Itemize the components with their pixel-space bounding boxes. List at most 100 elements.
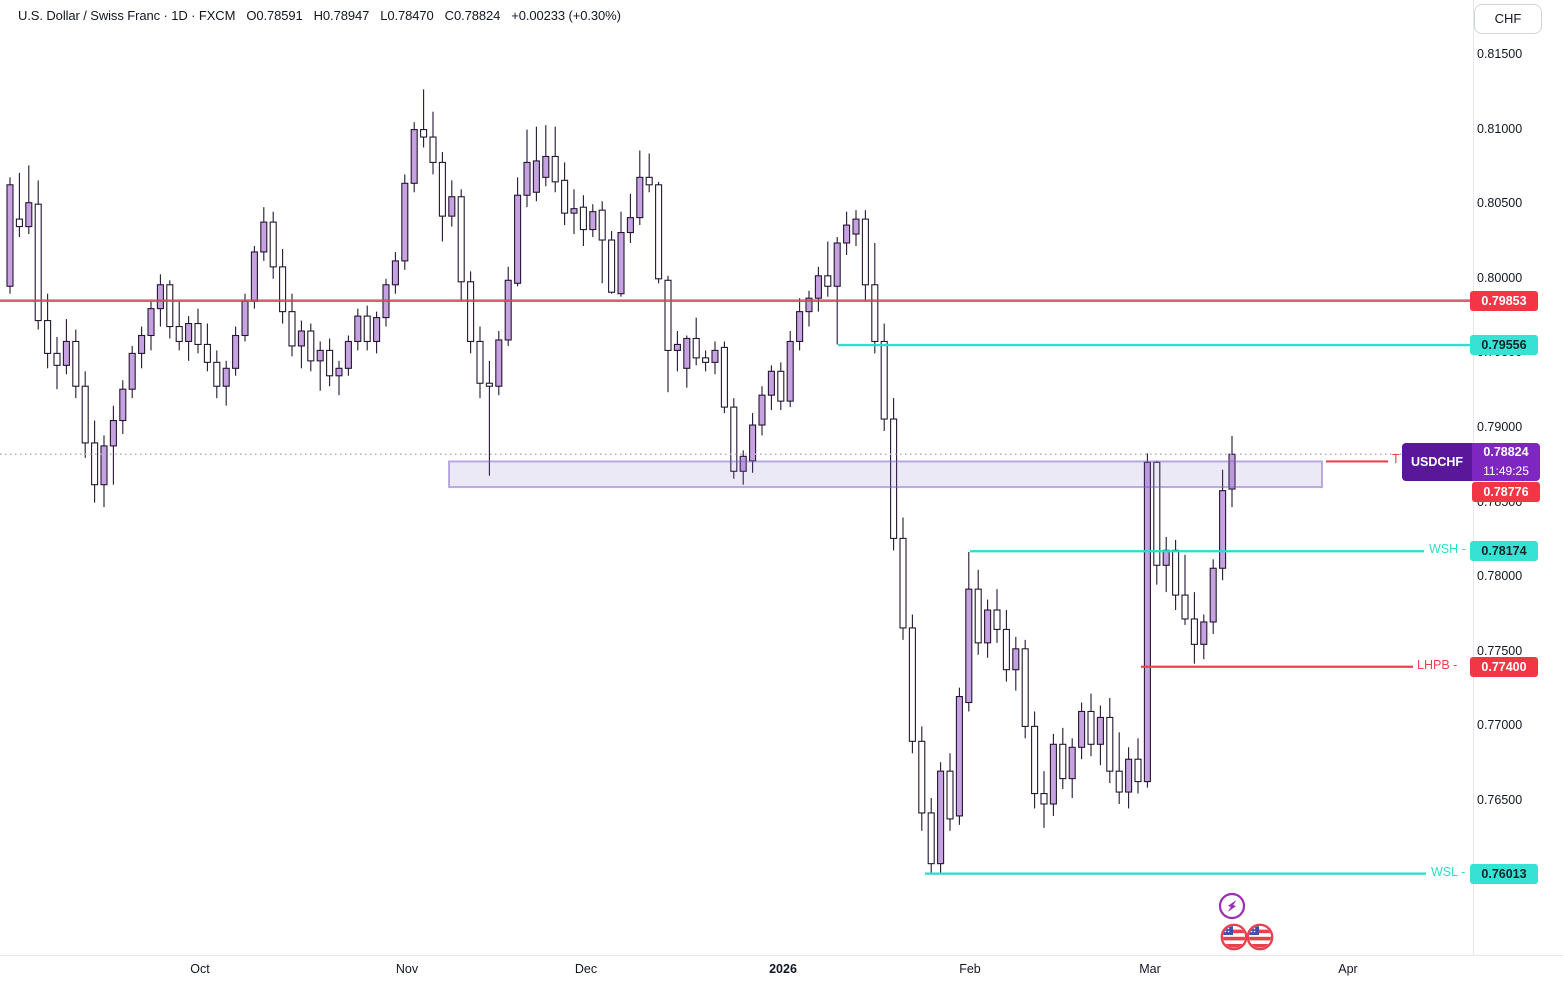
- candle: [438, 151, 446, 242]
- candle: [185, 316, 193, 361]
- candle: [44, 293, 52, 369]
- candle: [250, 245, 258, 309]
- price-change: +0.00233 (+0.30%): [511, 8, 621, 23]
- ohlc-close: C0.78824: [444, 8, 501, 23]
- candle: [786, 331, 794, 408]
- candle: [232, 326, 240, 376]
- candle: [993, 589, 1001, 643]
- secondary-price-badge: 0.78776: [1472, 482, 1540, 502]
- candle: [730, 398, 738, 479]
- candle: [288, 293, 296, 357]
- symbol-tag: USDCHF: [1402, 443, 1472, 481]
- candle: [617, 211, 625, 297]
- candle: [702, 350, 710, 372]
- candle: [1200, 614, 1208, 660]
- candle: [843, 211, 851, 255]
- candle: [1134, 738, 1142, 794]
- candle: [457, 189, 465, 302]
- time-axis-label[interactable]: Dec: [574, 962, 598, 976]
- candle: [1087, 693, 1095, 757]
- candle: [1181, 554, 1189, 625]
- candle: [1143, 453, 1151, 788]
- ohlc-low: L0.78470: [380, 8, 434, 23]
- chart-legend[interactable]: U.S. Dollar / Swiss Franc · 1D · FXCM O0.…: [18, 8, 632, 23]
- candle: [109, 405, 117, 485]
- candle: [1031, 711, 1039, 809]
- candle: [373, 311, 381, 354]
- candle: [814, 266, 822, 312]
- time-axis-label[interactable]: Apr: [1338, 962, 1358, 976]
- chart-pane[interactable]: [0, 0, 1563, 955]
- candle: [175, 301, 183, 351]
- candle: [767, 365, 775, 411]
- candle: [344, 335, 352, 376]
- candle: [946, 753, 954, 831]
- time-axis-label[interactable]: 2026: [769, 962, 797, 976]
- candle: [1162, 536, 1170, 593]
- candle-series: [6, 89, 1236, 875]
- candle: [1012, 636, 1020, 691]
- ohlc-high: H0.78947: [313, 8, 370, 23]
- candle: [72, 329, 80, 399]
- candle: [495, 331, 503, 396]
- candle: [561, 162, 569, 226]
- candle: [927, 798, 935, 875]
- candle: [683, 335, 691, 388]
- us-flag-icon[interactable]: [1220, 923, 1248, 951]
- candle: [937, 762, 945, 875]
- candle: [589, 204, 597, 238]
- time-axis-label[interactable]: Mar: [1139, 962, 1161, 976]
- time-axis-label[interactable]: Feb: [959, 962, 981, 976]
- candle: [908, 614, 916, 754]
- candle: [1049, 733, 1057, 816]
- time-axis-label[interactable]: Oct: [190, 962, 210, 976]
- candle: [15, 172, 23, 238]
- candle: [598, 201, 606, 284]
- candle: [824, 241, 832, 297]
- candle: [852, 210, 860, 246]
- candle: [391, 251, 399, 294]
- candle: [382, 278, 390, 327]
- candle: [673, 331, 681, 372]
- candle: [6, 177, 14, 294]
- candle: [1209, 559, 1217, 634]
- candle: [1002, 610, 1010, 682]
- us-flag-icon[interactable]: [1246, 923, 1274, 951]
- candle: [655, 181, 663, 284]
- candle: [1106, 698, 1114, 784]
- candle: [1219, 469, 1227, 581]
- candle: [984, 599, 992, 658]
- candle-countdown: 11:49:25: [1483, 464, 1529, 478]
- candle: [194, 308, 202, 354]
- candle: [62, 319, 70, 375]
- time-axis-separator: [0, 955, 1563, 956]
- candle: [570, 189, 578, 235]
- candle: [1078, 702, 1086, 760]
- candle: [777, 362, 785, 411]
- candle: [720, 341, 728, 414]
- candle: [579, 195, 587, 246]
- candle: [91, 420, 99, 503]
- candle: [260, 207, 268, 261]
- candle: [899, 517, 907, 640]
- last-price-value-badge: 0.78824 11:49:25: [1472, 443, 1540, 481]
- ohlc-open: O0.78591: [246, 8, 303, 23]
- candle: [1125, 747, 1133, 809]
- candle: [100, 435, 108, 508]
- time-axis-label[interactable]: Nov: [395, 962, 419, 976]
- candle: [1068, 738, 1076, 799]
- candle: [448, 180, 456, 227]
- candle: [222, 360, 230, 406]
- economic-event-lightning-icon[interactable]: [1218, 892, 1246, 920]
- candle: [1040, 771, 1048, 828]
- supply-zone-rect[interactable]: [448, 460, 1323, 489]
- candle: [636, 150, 644, 226]
- currency-toggle-button[interactable]: CHF: [1474, 4, 1542, 34]
- candle: [81, 371, 89, 458]
- candle: [955, 687, 963, 825]
- candle: [711, 341, 719, 375]
- candle: [53, 336, 61, 390]
- candle: [335, 360, 343, 396]
- candle: [307, 323, 315, 372]
